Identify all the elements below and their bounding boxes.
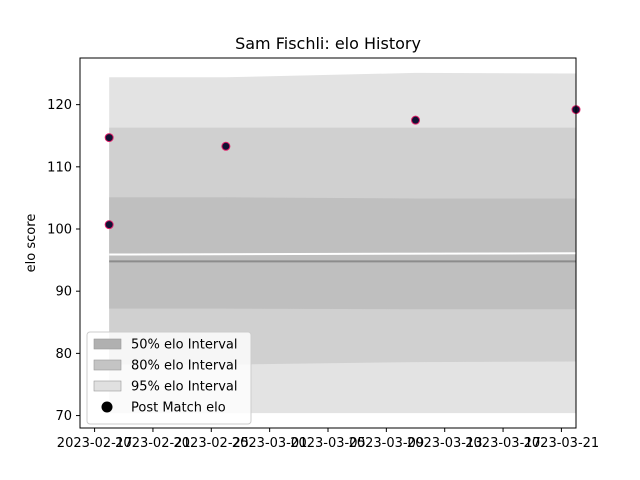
x-axis: 2023-02-172023-02-212023-02-252023-03-01… (57, 428, 599, 451)
legend: 50% elo Interval 80% elo Interval 95% elo … (86, 331, 252, 425)
data-point-2 (104, 133, 114, 143)
legend-label: 80% elo Interval (131, 359, 238, 374)
legend-swatch (93, 359, 122, 371)
data-point-1 (104, 220, 114, 230)
y-tick-label: 100 (47, 223, 72, 238)
legend-label: 50% elo Interval (131, 338, 238, 353)
x-tick-label: 2023-03-09 (349, 436, 425, 451)
chart-title: Sam Fischli: elo History (235, 34, 421, 53)
data-point-4 (411, 115, 421, 125)
x-tick-label: 2023-03-05 (290, 436, 366, 451)
band-gap-line (109, 252, 577, 256)
y-tick-label: 80 (55, 347, 72, 362)
x-tick-label: 2023-02-25 (174, 436, 250, 451)
legend-box (86, 331, 252, 425)
legend-swatch (93, 338, 122, 350)
x-tick-label: 2023-02-17 (57, 436, 133, 451)
plot-area (79, 57, 581, 429)
center-lines (109, 252, 577, 263)
legend-swatch (93, 380, 122, 392)
y-axis: 70 80 90 100 110 120 (47, 98, 80, 424)
y-tick-label: 70 (55, 409, 72, 424)
y-axis-label: elo score (24, 214, 39, 273)
x-tick-label: 2023-02-21 (115, 436, 191, 451)
x-tick-label: 2023-03-21 (524, 436, 600, 451)
x-tick-label: 2023-03-13 (407, 436, 483, 451)
y-tick-label: 90 (55, 285, 72, 300)
legend-label: 95% elo Interval (131, 380, 238, 395)
y-tick-label: 110 (47, 160, 72, 175)
x-tick-label: 2023-03-01 (232, 436, 308, 451)
legend-label: Post Match elo (131, 401, 226, 416)
y-tick-label: 120 (47, 98, 72, 113)
interval-bands (109, 72, 576, 414)
x-tick-label: 2023-03-17 (465, 436, 541, 451)
legend-marker (101, 401, 113, 413)
data-point-3 (221, 141, 231, 151)
